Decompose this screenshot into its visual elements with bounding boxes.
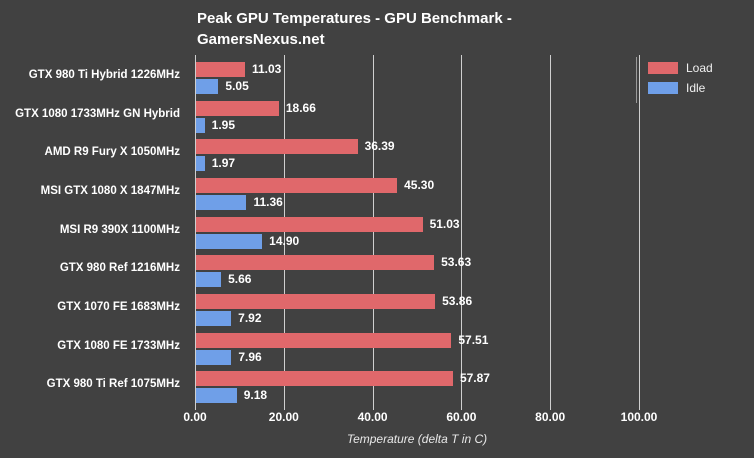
x-axis-title: Temperature (delta T in C) xyxy=(346,432,488,446)
x-tick-label-0.00: 0.00 xyxy=(183,410,207,424)
plot-area: 11.03 18.66 36.39 45.30 51.03 53.63 53.86 57.51… xyxy=(195,55,640,410)
bar-idle-2[interactable] xyxy=(196,156,205,172)
bar-load-5[interactable] xyxy=(196,255,435,271)
bar-load-1[interactable] xyxy=(196,100,279,116)
category-label-2: AMD R9 Fury X 1050MHz xyxy=(44,146,180,159)
bar-load-7[interactable] xyxy=(196,332,452,348)
x-tick-label-20.00: 20.00 xyxy=(268,410,299,424)
bar-load-3[interactable] xyxy=(196,178,398,193)
legend-label-idle: Idle xyxy=(686,81,706,95)
bar-idle-7[interactable] xyxy=(196,349,232,365)
gridline-0.00 xyxy=(195,55,196,403)
legend-divider xyxy=(636,57,637,103)
bar-load-8[interactable] xyxy=(196,371,453,387)
chart-title: Peak GPU Temperatures - GPU Benchmark - … xyxy=(197,10,512,48)
legend-swatch-idle xyxy=(648,82,678,94)
bar-value-label-idle-8: 9.18 xyxy=(243,388,268,403)
bar-idle-4[interactable] xyxy=(196,233,263,249)
tick-mark-40.00 xyxy=(372,403,374,410)
bar-idle-3[interactable] xyxy=(196,195,247,210)
x-tick-label-60.00: 60.00 xyxy=(446,410,477,424)
bar-idle-0[interactable] xyxy=(196,79,219,94)
x-tick-label-100.00: 100.00 xyxy=(620,410,658,424)
category-label-6: GTX 1070 FE 1683MHz xyxy=(57,301,180,313)
gridline-100.00 xyxy=(639,55,640,403)
bar-value-label-load-0: 11.03 xyxy=(251,62,282,76)
category-label-8: GTX 980 Ti Ref 1075MHz xyxy=(46,378,180,391)
bar-value-label-idle-1: 1.95 xyxy=(211,117,236,132)
legend: Load Idle xyxy=(636,57,748,103)
bar-idle-6[interactable] xyxy=(196,311,232,326)
x-axis-tick-labels: 0.00 20.00 40.00 60.00 80.00 100.00 xyxy=(183,410,658,428)
bar-load-4[interactable] xyxy=(196,216,423,232)
bar-value-label-idle-4: 14.90 xyxy=(269,233,300,248)
bar-idle-8[interactable] xyxy=(196,388,237,404)
bar-load-0[interactable] xyxy=(196,62,245,77)
bar-value-label-load-7: 57.51 xyxy=(458,332,489,347)
category-label-0: GTX 980 Ti Hybrid 1226MHz xyxy=(28,69,180,81)
bar-value-label-load-4: 51.03 xyxy=(429,216,460,231)
tick-mark-100.00 xyxy=(639,403,640,410)
legend-swatch-load xyxy=(648,62,678,74)
bar-value-label-load-5: 53.63 xyxy=(441,255,472,270)
category-label-5: GTX 980 Ref 1216MHz xyxy=(59,262,180,275)
x-tick-label-80.00: 80.00 xyxy=(535,410,566,424)
gridline-80.00 xyxy=(550,55,552,403)
bar-idle-5[interactable] xyxy=(196,272,222,288)
bar-value-label-idle-6: 7.92 xyxy=(238,311,262,325)
bar-value-label-idle-0: 5.05 xyxy=(225,79,249,93)
category-label-1: GTX 1080 1733MHz GN Hybrid xyxy=(15,107,180,120)
bar-load-2[interactable] xyxy=(196,139,358,155)
gridline-60.00 xyxy=(461,55,463,403)
bar-idle-1[interactable] xyxy=(196,117,205,133)
legend-label-load: Load xyxy=(686,61,713,75)
x-tick-label-40.00: 40.00 xyxy=(357,410,388,424)
bar-value-label-load-2: 36.39 xyxy=(364,139,395,154)
bar-value-label-idle-7: 7.96 xyxy=(238,349,262,364)
bar-value-label-idle-2: 1.97 xyxy=(211,156,236,171)
bar-load-6[interactable] xyxy=(196,294,436,309)
category-label-7: GTX 1080 FE 1733MHz xyxy=(57,339,180,352)
bar-value-label-load-3: 45.30 xyxy=(404,178,435,192)
tick-mark-20.00 xyxy=(283,403,285,410)
category-label-3: MSI GTX 1080 X 1847MHz xyxy=(40,185,180,197)
bar-value-label-idle-5: 5.66 xyxy=(228,272,252,287)
category-axis-labels: GTX 980 Ti Hybrid 1226MHz GTX 1080 1733MH… xyxy=(0,55,188,403)
bar-value-label-load-1: 18.66 xyxy=(285,100,316,115)
bar-value-label-load-6: 53.86 xyxy=(442,294,473,308)
tick-mark-0.00 xyxy=(195,403,196,410)
tick-mark-60.00 xyxy=(461,403,463,410)
bar-value-label-idle-3: 11.36 xyxy=(253,195,283,209)
category-label-4: MSI R9 390X 1100MHz xyxy=(59,223,180,236)
tick-mark-80.00 xyxy=(550,403,552,410)
bar-value-label-load-8: 57.87 xyxy=(459,371,490,386)
